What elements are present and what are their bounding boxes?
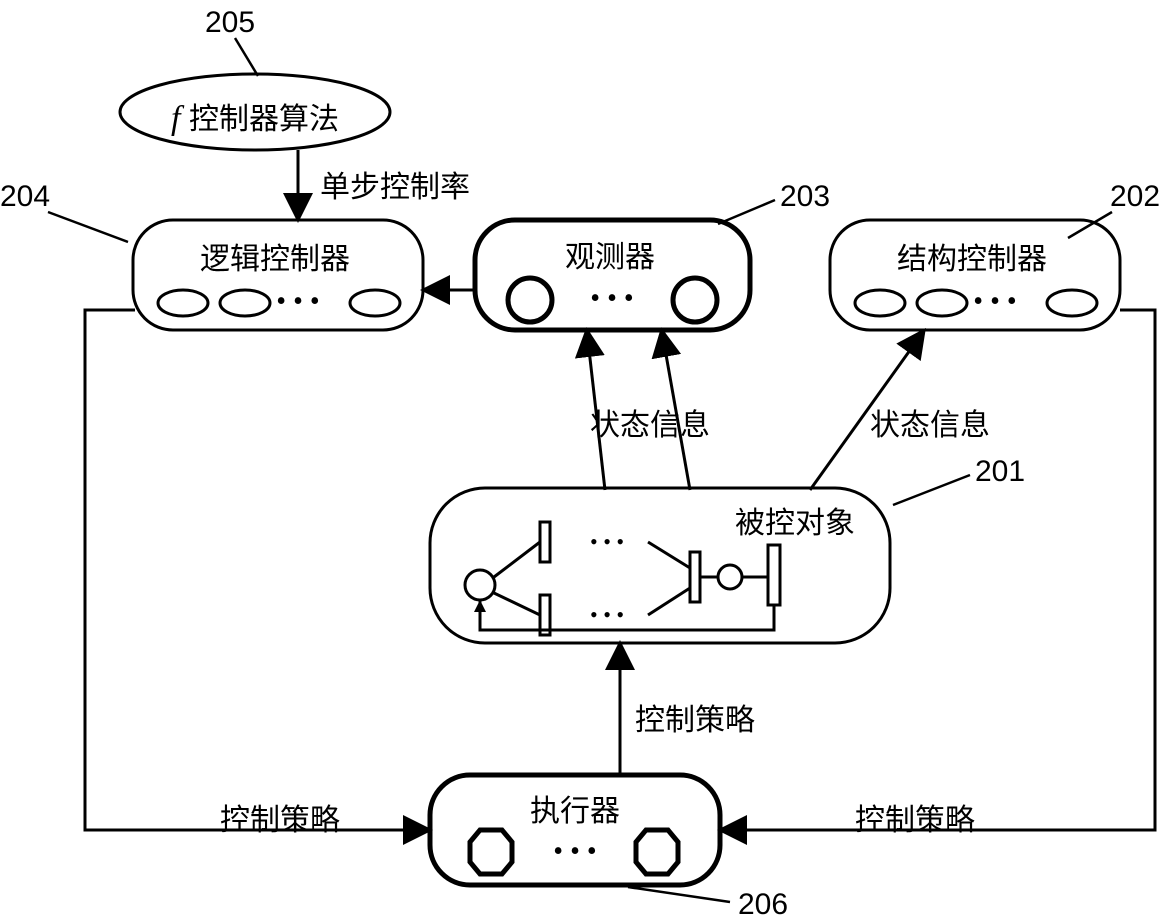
svg-text:• • •: • • • [553,836,596,867]
node-206-title: 执行器 [530,786,620,830]
node-201-id: 201 [975,455,1025,489]
edge-label-201-203: 状态信息 [590,400,710,444]
edge-204-206 [85,310,428,830]
petri-net-icon: • • • • • • [465,522,780,635]
svg-text:• • •: • • • [590,283,633,314]
edge-label-204-206: 控制策略 [220,795,340,839]
node-203-id: 203 [780,180,830,214]
edge-label-205-204: 单步控制率 [320,162,470,206]
edge-label-201-202: 状态信息 [870,400,990,444]
node-201-title: 被控对象 [735,498,855,542]
node-206-id: 206 [738,888,788,922]
node-204-title: 逻辑控制器 [200,234,350,278]
diagram-stage: • • • • • • • • • • • • • • • [0,0,1176,921]
svg-text:• • •: • • • [590,529,624,554]
svg-text:• • •: • • • [590,602,624,627]
node-202-title: 结构控制器 [897,234,1047,278]
leader-lines [48,38,1112,902]
node-203-title: 观测器 [565,232,655,276]
svg-text:• • •: • • • [276,286,319,317]
node-205-label: f 控制器算法 [140,94,370,138]
edge-label-206-201: 控制策略 [635,695,755,739]
node-205-id: 205 [205,6,255,40]
node-204-id: 204 [0,180,50,214]
svg-text:• • •: • • • [973,286,1016,317]
edge-label-202-206: 控制策略 [855,795,975,839]
node-202-id: 202 [1110,180,1160,214]
edge-202-206 [722,310,1155,830]
